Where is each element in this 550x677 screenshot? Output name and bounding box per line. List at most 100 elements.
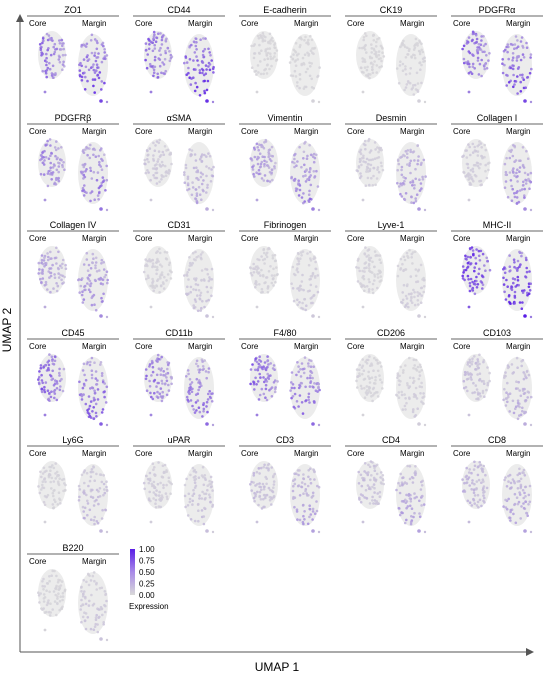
margin-cell-point (199, 291, 203, 295)
core-cell-point (47, 34, 51, 37)
core-cell-point (379, 378, 382, 382)
core-cell-point (165, 149, 168, 152)
core-cell-point (63, 275, 66, 279)
margin-cell-point (193, 411, 197, 414)
margin-cell-point (312, 365, 316, 369)
margin-cell-point (100, 374, 104, 378)
margin-cell-point (517, 283, 520, 287)
core-cell-point (366, 484, 370, 487)
margin-cell-point (401, 62, 405, 66)
margin-cell-point (416, 365, 420, 369)
margin-cell-point (94, 402, 98, 406)
margin-cell-point (195, 166, 198, 169)
core-cell-point (376, 166, 380, 169)
core-cell-point (150, 361, 154, 365)
core-cell-point (358, 498, 361, 501)
core-cell-point (358, 372, 361, 375)
margin-cell-point (523, 289, 526, 292)
margin-cell-point (84, 65, 88, 69)
core-cell-point (158, 58, 162, 61)
margin-cell-point (303, 298, 306, 301)
margin-cell-point (308, 74, 312, 78)
core-cell-point (148, 147, 152, 150)
margin-cell-point (515, 496, 519, 500)
core-cell-point (43, 390, 47, 394)
margin-cell-point (523, 194, 526, 197)
margin-cell-point (521, 146, 525, 149)
margin-cell-point (96, 66, 99, 69)
margin-cell-point (87, 415, 91, 419)
core-cell-point (160, 71, 163, 75)
margin-cell-point (413, 295, 416, 299)
core-cell-point (377, 156, 381, 159)
core-cell-point (273, 46, 276, 49)
core-cell-point (151, 370, 155, 374)
margin-cell-point (529, 56, 532, 59)
core-cell-point (154, 40, 158, 43)
core-cell-point (479, 463, 483, 467)
core-cell-point (165, 279, 168, 282)
margin-cell-point (94, 411, 98, 415)
core-cell-point (272, 486, 275, 490)
core-cell-point (471, 249, 475, 252)
core-cell-point (467, 143, 470, 146)
core-cell-point (57, 592, 60, 595)
core-cell-point (152, 30, 156, 34)
margin-cell-point (518, 467, 521, 471)
margin-cell-point (508, 300, 511, 304)
margin-cell-point (527, 292, 531, 296)
core-cell-point (357, 257, 360, 261)
margin-cell-point (98, 615, 101, 619)
margin-cell-point (414, 465, 417, 468)
margin-cell-point (516, 487, 520, 490)
margin-cell-point (309, 481, 313, 485)
core-cell-point (485, 176, 489, 180)
margin-cell-point (84, 288, 87, 292)
core-cell-point (256, 64, 260, 67)
core-cell-point (265, 380, 269, 383)
margin-cell-point (193, 277, 196, 281)
margin-cell-point (524, 182, 528, 185)
core-cell-point (250, 44, 253, 48)
core-cell-point (49, 469, 52, 473)
core-outlier-point (361, 305, 365, 309)
core-cell-point (46, 601, 50, 605)
core-cell-point (275, 49, 279, 52)
margin-cell-point (414, 470, 417, 473)
margin-cell-point (407, 292, 411, 296)
core-cell-point (152, 71, 156, 74)
margin-cell-point (186, 175, 190, 179)
margin-cell-point (100, 517, 104, 520)
core-cell-point (267, 166, 271, 169)
margin-outlier-point (105, 208, 109, 212)
core-cell-point (49, 161, 52, 165)
core-cell-point (267, 155, 271, 159)
margin-outlier-point (211, 423, 215, 427)
core-cell-point (358, 368, 361, 372)
margin-cell-point (524, 495, 527, 498)
margin-cell-point (298, 188, 302, 192)
core-cell-point (483, 264, 486, 267)
margin-cell-point (93, 361, 96, 365)
margin-cell-point (294, 152, 297, 156)
panel-title: PDGFRα (479, 5, 516, 15)
core-cell-point (55, 282, 58, 285)
margin-cell-point (396, 376, 399, 380)
margin-cell-point (86, 79, 89, 83)
margin-cell-point (506, 381, 509, 385)
margin-cell-point (86, 54, 89, 57)
margin-cell-point (183, 171, 186, 174)
core-cell-point (466, 60, 470, 63)
margin-cell-point (97, 608, 100, 611)
core-cell-point (161, 382, 164, 385)
core-cell-point (151, 49, 155, 53)
core-cell-point (261, 273, 265, 277)
core-cell-point (465, 481, 469, 484)
margin-cell-point (89, 199, 92, 203)
core-outlier-point (43, 90, 47, 94)
margin-cell-point (513, 265, 516, 269)
margin-cell-point (504, 298, 508, 301)
margin-cell-point (304, 140, 307, 144)
core-cell-point (363, 496, 366, 499)
margin-cell-point (412, 381, 415, 385)
